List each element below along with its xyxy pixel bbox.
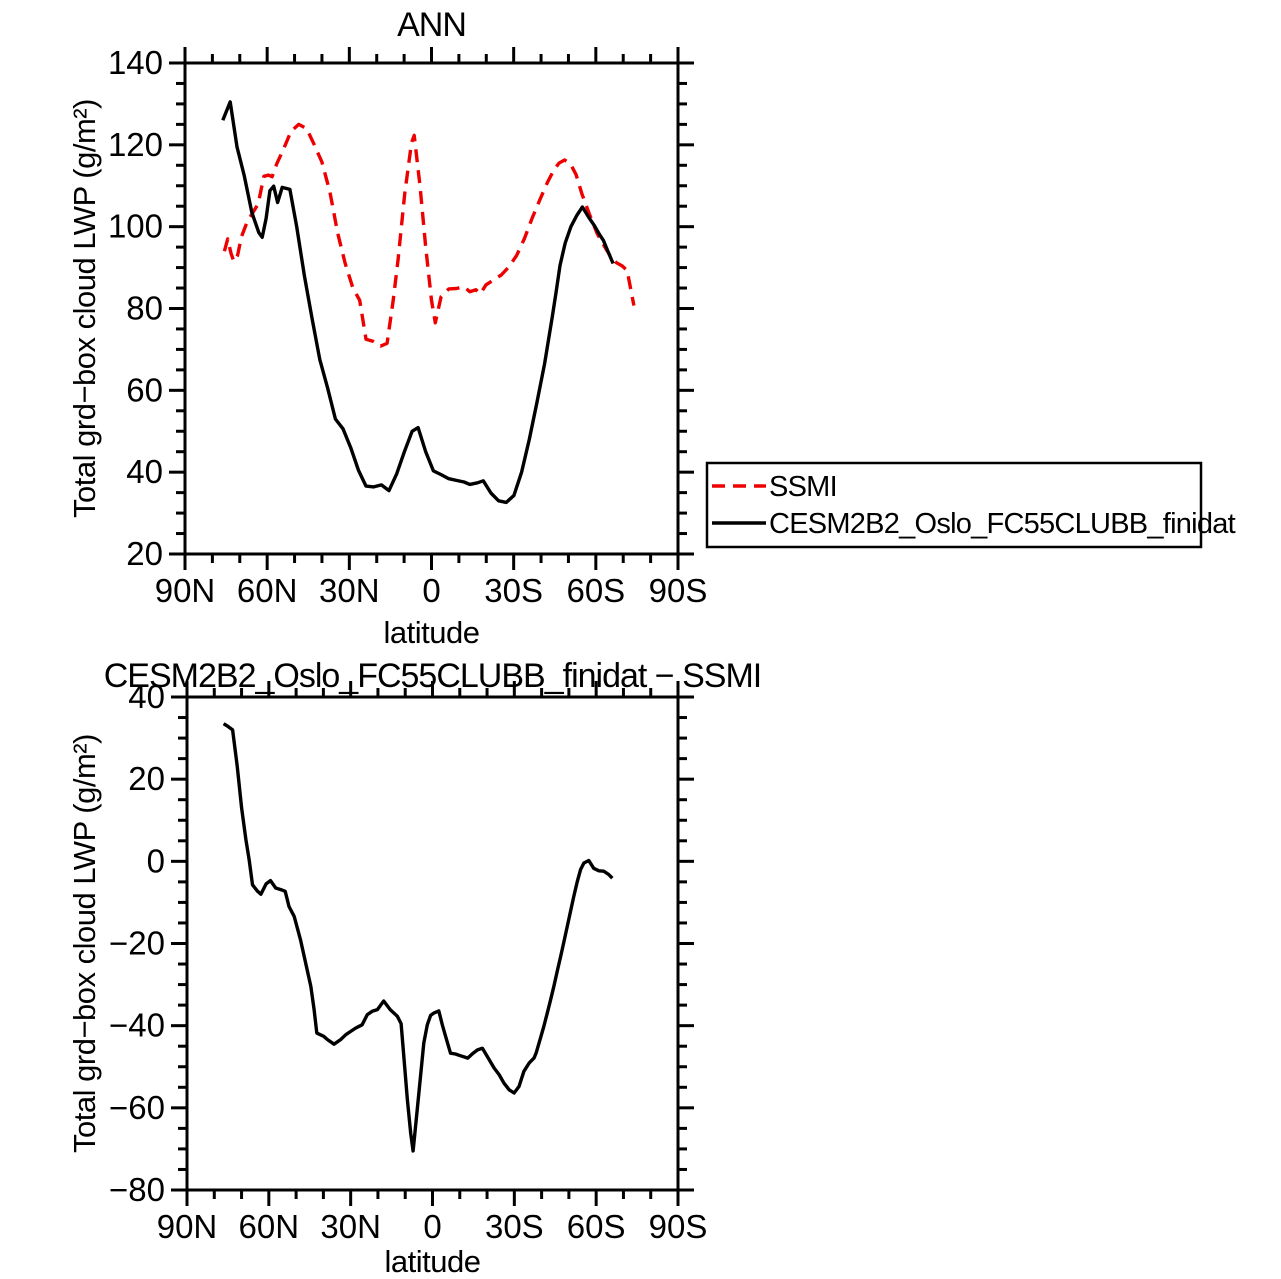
- x-tick-label: 30S: [484, 572, 543, 609]
- x-tick-label: 0: [422, 572, 440, 609]
- y-tick-label: −20: [109, 925, 165, 962]
- y-tick-label: −80: [109, 1171, 165, 1208]
- x-tick-label: 60S: [567, 1208, 626, 1245]
- x-tick-label: 60N: [239, 1208, 300, 1245]
- top-y-axis-label: Total grd−box cloud LWP (g/m²): [67, 99, 102, 518]
- y-tick-label: −40: [109, 1007, 165, 1044]
- legend: SSMI CESM2B2_Oslo_FC55CLUBB_finidat: [705, 461, 1236, 549]
- legend-box: [705, 461, 1203, 549]
- x-tick-label: 90N: [157, 1208, 218, 1245]
- bottom-y-axis-label: Total grd−box cloud LWP (g/m²): [67, 734, 102, 1153]
- series-line-dashed-ssmi: [222, 122, 636, 348]
- y-tick-label: 140: [108, 44, 163, 81]
- y-tick-label: 40: [126, 453, 163, 490]
- y-tick-label: 40: [128, 678, 165, 715]
- top-chart-title: ANN: [397, 6, 466, 44]
- bottom-chart: 90N 60N 30N 0 30S 60S 90S 40 20 0 −20 −40 −60 −80 CESM…: [67, 657, 762, 1279]
- bottom-chart-title: CESM2B2_Oslo_FC55CLUBB_finidat − SSMI: [104, 657, 761, 695]
- bottom-plot-frame: [185, 695, 680, 1192]
- x-tick-label: 60S: [566, 572, 625, 609]
- top-x-axis-label: latitude: [384, 615, 480, 650]
- y-tick-label: 60: [126, 371, 163, 408]
- x-tick-label: 30N: [320, 1208, 381, 1245]
- y-tick-label: 20: [128, 760, 165, 797]
- top-chart: 90N 60N 30N 0 30S 60S 90S 140 120 100 80 60 40 20 ANN l…: [67, 6, 1236, 650]
- y-tick-label: 20: [126, 535, 163, 572]
- x-tick-label: 90S: [649, 572, 708, 609]
- x-tick-label: 90N: [155, 572, 216, 609]
- x-tick-label: 0: [423, 1208, 441, 1245]
- x-tick-label: 90S: [649, 1208, 708, 1245]
- series-line-cesm2b2-oslo-fc55clubb-finidat: [221, 100, 615, 505]
- y-tick-label: 100: [108, 208, 163, 245]
- x-tick-label: 30S: [485, 1208, 544, 1245]
- y-tick-label: 120: [108, 126, 163, 163]
- x-tick-label: 60N: [237, 572, 298, 609]
- legend-entry-label: CESM2B2_Oslo_FC55CLUBB_finidat: [769, 508, 1236, 540]
- legend-entry-label: SSMI: [769, 471, 837, 503]
- y-tick-label: 80: [126, 290, 163, 327]
- bottom-x-axis-label: latitude: [385, 1244, 481, 1279]
- y-tick-label: 0: [147, 842, 165, 879]
- series-line-cesm2b2-oslo-fc55clubb-finidat-minus-ssmi: [222, 722, 614, 1153]
- x-tick-label: 30N: [319, 572, 380, 609]
- y-tick-label: −60: [109, 1089, 165, 1126]
